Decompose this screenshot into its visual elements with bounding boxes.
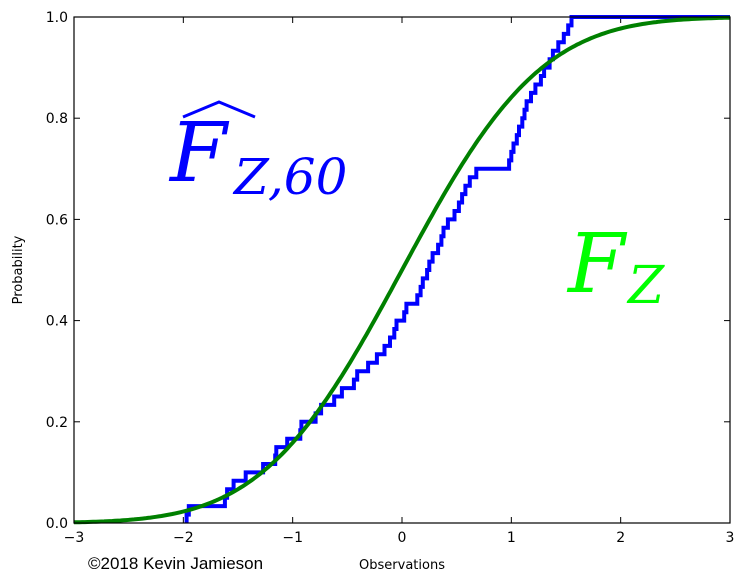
hat-accent	[182, 100, 256, 119]
empirical-cdf-sub: Z,60	[232, 148, 347, 206]
y-tick-label: 0.0	[46, 516, 68, 532]
x-axis-label: Observations	[359, 558, 445, 573]
x-tick-label: 2	[616, 530, 625, 546]
y-tick-label: 0.8	[46, 111, 68, 127]
x-tick-label: 0	[398, 530, 407, 546]
y-tick-label: 0.6	[46, 212, 68, 228]
empirical-cdf-main: F	[168, 106, 230, 201]
true-cdf-annotation: F Z	[566, 217, 665, 316]
normal-cdf-line	[74, 15, 730, 525]
x-tick-label: −1	[282, 530, 303, 546]
y-tick-label: 1.0	[46, 10, 68, 26]
empirical-cdf-annotation: F Z,60	[168, 100, 347, 206]
true-cdf-sub: Z	[626, 256, 665, 316]
x-tick-label: −2	[173, 530, 194, 546]
x-tick-label: 1	[507, 530, 516, 546]
y-tick-label: 0.4	[46, 314, 68, 330]
empirical-cdf-line	[184, 15, 730, 523]
y-axis-label: Probability	[11, 235, 26, 304]
plot-frame	[73, 16, 731, 524]
plot-layer	[74, 15, 730, 525]
ticks-layer: −3 −2 −1 0 1 2 3 0.0 0.2 0.4 0.6 0.8 1.0	[46, 10, 735, 546]
true-cdf-main: F	[566, 217, 628, 312]
y-tick-label: 0.2	[46, 415, 68, 431]
credit-text: ©2018 Kevin Jamieson	[88, 554, 263, 573]
x-tick-label: −3	[64, 530, 85, 546]
x-tick-label: 3	[726, 530, 735, 546]
